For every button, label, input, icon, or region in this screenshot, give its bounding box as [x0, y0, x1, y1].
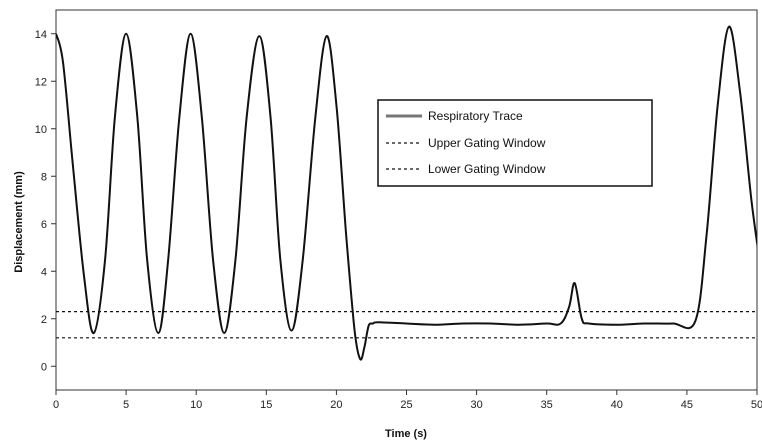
y-tick-label: 14: [35, 29, 47, 41]
x-axis-ticks: 0 5 10 15 20 25 30 35 40 45 50: [53, 390, 762, 411]
plot-area: [55, 9, 758, 391]
y-tick-label: 12: [35, 76, 47, 88]
x-tick-label: 45: [681, 399, 693, 411]
x-tick-label: 0: [53, 399, 59, 411]
legend-label-lower-gating-window: Lower Gating Window: [428, 162, 546, 176]
y-tick-label: 0: [41, 361, 47, 373]
x-tick-label: 30: [470, 399, 482, 411]
y-tick-label: 8: [41, 171, 47, 183]
y-axis-title: Displacement (mm): [13, 171, 25, 273]
x-tick-label: 50: [751, 399, 762, 411]
legend-label-respiratory-trace: Respiratory Trace: [428, 109, 523, 123]
series-layer: [56, 25, 757, 361]
x-tick-label: 40: [611, 399, 623, 411]
y-tick-label: 6: [41, 219, 47, 231]
x-tick-label: 5: [123, 399, 129, 411]
legend-box: [377, 99, 653, 187]
x-tick-label: 35: [541, 399, 553, 411]
x-tick-label: 15: [260, 399, 272, 411]
y-tick-label: 4: [41, 266, 47, 278]
y-tick-label: 10: [35, 124, 47, 136]
x-axis-title: Time (s): [385, 428, 427, 440]
y-axis-ticks: 0 2 4 6 8 10 12 14: [35, 29, 56, 373]
legend: Respiratory Trace Upper Gating Window Lo…: [377, 99, 653, 187]
x-tick-label: 25: [400, 399, 412, 411]
y-tick-label: 2: [41, 314, 47, 326]
legend-label-upper-gating-window: Upper Gating Window: [428, 136, 546, 150]
x-tick-label: 10: [190, 399, 202, 411]
series-line-respiratory-trace: [56, 25, 757, 361]
x-tick-label: 20: [330, 399, 342, 411]
